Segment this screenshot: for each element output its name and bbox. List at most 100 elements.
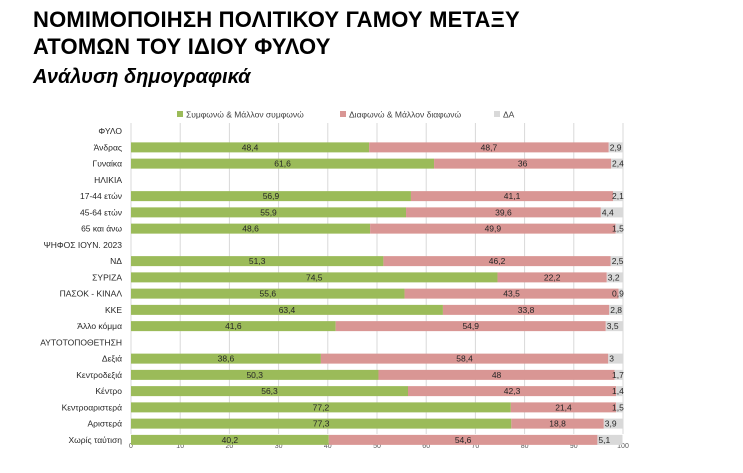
data-label: 77,2: [313, 402, 330, 412]
data-label: 51,3: [249, 256, 266, 266]
legend-label: ΔΑ: [503, 110, 515, 120]
data-label: 49,9: [485, 224, 502, 234]
x-tick-label: 70: [472, 443, 480, 450]
data-label: 1,5: [612, 402, 624, 412]
bar-segment: [131, 321, 336, 332]
category-label: ΚΚΕ: [105, 305, 122, 315]
bar-segment: [611, 158, 623, 169]
bar-segment: [497, 272, 607, 283]
bar-segment: [406, 207, 601, 218]
bar-segment: [131, 191, 411, 202]
data-label: 48,6: [242, 224, 259, 234]
bar-segment: [613, 191, 624, 202]
bar-segment: [131, 256, 384, 267]
group-label: ΦΥΛΟ: [98, 126, 122, 136]
x-tick-label: 40: [324, 443, 332, 450]
bar-segment: [131, 207, 407, 218]
data-label: 54,9: [462, 321, 479, 331]
bar-segment: [610, 256, 623, 267]
category-label: 17-44 ετών: [80, 191, 122, 201]
bar-segment: [131, 158, 435, 169]
data-label: 33,8: [518, 305, 535, 315]
data-label: 56,9: [263, 191, 280, 201]
chart-title-line2: ΑΤΟΜΩΝ ΤΟΥ ΙΔΙΟΥ ΦΥΛΟΥ: [33, 34, 331, 59]
data-label: 0,9: [612, 289, 624, 299]
bar-segment: [131, 402, 511, 413]
category-label: ΠΑΣΟΚ - ΚΙΝΑΛ: [60, 289, 123, 299]
x-tick-label: 20: [226, 443, 234, 450]
bar-segment: [434, 158, 612, 169]
data-label: 41,6: [225, 321, 242, 331]
bar-segment: [328, 434, 598, 445]
legend-swatch: [494, 111, 500, 117]
bar-segment: [131, 386, 408, 397]
bar-segment: [410, 191, 614, 202]
data-label: 43,5: [503, 289, 520, 299]
x-tick-label: 80: [521, 443, 529, 450]
data-label: 36: [518, 159, 528, 169]
bar-segment: [383, 256, 611, 267]
bar-segment: [606, 272, 623, 283]
legend-swatch: [177, 111, 183, 117]
data-label: 48,7: [481, 142, 498, 152]
data-label: 56,3: [261, 386, 278, 396]
bar-segment: [131, 434, 329, 445]
category-label: Δεξιά: [102, 354, 122, 364]
bar-segment: [608, 353, 623, 364]
category-label: Κέντρο: [95, 386, 122, 396]
x-tick-label: 30: [275, 443, 283, 450]
data-label: 77,3: [313, 419, 330, 429]
bar-segment: [131, 353, 321, 364]
data-label: 21,4: [555, 402, 572, 412]
x-tick-label: 90: [570, 443, 578, 450]
x-tick-label: 10: [176, 443, 184, 450]
bar-segment: [442, 304, 610, 315]
group-label: ΨΗΦΟΣ ΙΟΥΝ. 2023: [44, 240, 123, 250]
bar-segment: [131, 223, 371, 234]
bar-segment: [608, 142, 623, 153]
bar-segment: [615, 223, 623, 234]
data-label: 42,3: [504, 386, 521, 396]
x-tick-label: 60: [422, 443, 430, 450]
bar-segment: [616, 386, 623, 397]
category-label: Άνδρας: [94, 142, 122, 152]
legend-swatch: [340, 111, 346, 117]
category-label: Χωρίς ταύτιση: [68, 435, 122, 445]
data-label: 1,7: [612, 370, 624, 380]
legend-label: Διαφωνώ & Μάλλον διαφωνώ: [349, 110, 462, 120]
data-label: 2,8: [610, 305, 622, 315]
data-label: 3: [609, 354, 614, 364]
data-label: 38,6: [218, 354, 235, 364]
data-label: 2,5: [612, 256, 624, 266]
data-label: 5,1: [598, 435, 610, 445]
bar-segment: [378, 369, 615, 380]
bar-segment: [131, 142, 370, 153]
data-label: 55,6: [260, 289, 277, 299]
bar-segment: [131, 288, 405, 299]
bar-segment: [616, 402, 624, 413]
category-label: ΝΔ: [110, 256, 122, 266]
bar-segment: [600, 207, 623, 218]
bar-segment: [404, 288, 619, 299]
bar-segment: [131, 369, 379, 380]
bar-segment: [131, 418, 512, 429]
data-label: 55,9: [260, 207, 277, 217]
bar-segment: [335, 321, 606, 332]
data-label: 3,2: [608, 272, 620, 282]
x-tick-label: 50: [373, 443, 381, 450]
group-label: ΑΥΤΟΤΟΠΟΘΕΤΗΣΗ: [40, 337, 122, 347]
group-label: ΗΛΙΚΙΑ: [94, 175, 122, 185]
bar-segment: [407, 386, 617, 397]
bar-segment: [609, 304, 623, 315]
x-tick-label: 100: [617, 443, 629, 450]
data-label: 50,3: [246, 370, 263, 380]
data-label: 3,5: [607, 321, 619, 331]
data-label: 18,8: [549, 419, 566, 429]
data-label: 41,1: [504, 191, 521, 201]
data-label: 22,2: [544, 272, 561, 282]
data-label: 54,6: [455, 435, 472, 445]
bar-segment: [605, 321, 623, 332]
bar-segment: [510, 402, 617, 413]
data-label: 63,4: [279, 305, 296, 315]
data-label: 3,9: [605, 419, 617, 429]
